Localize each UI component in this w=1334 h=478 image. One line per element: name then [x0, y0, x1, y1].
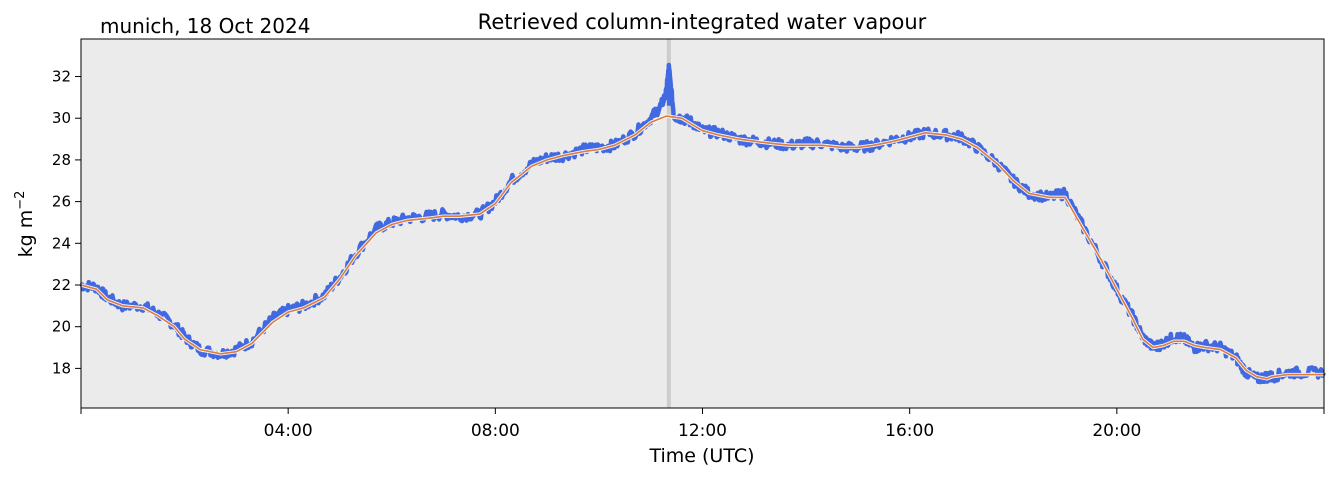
y-axis-label-exponent: −2	[13, 191, 28, 210]
x-tick-label: 16:00	[885, 421, 934, 441]
y-axis: 18 20 22 24 26 28 30 32	[52, 68, 81, 377]
y-tick-label: 30	[52, 109, 71, 127]
y-tick-label: 22	[52, 276, 71, 294]
y-tick-label: 24	[52, 234, 71, 252]
series-layer	[79, 62, 1327, 385]
chart-title: Retrieved column-integrated water vapour	[478, 10, 927, 34]
series-raw-line	[79, 62, 1327, 385]
y-tick-label: 28	[52, 151, 71, 169]
y-axis-label-unit: kg m	[15, 210, 37, 258]
x-tick-label: 04:00	[264, 421, 313, 441]
x-axis-label: Time (UTC)	[648, 445, 754, 467]
series-smoothed-line	[80, 115, 1324, 380]
x-tick-label: 12:00	[678, 421, 727, 441]
x-tick-label: 08:00	[471, 421, 520, 441]
location-label: munich, 18 Oct 2024	[100, 14, 310, 38]
y-tick-label: 32	[52, 68, 71, 86]
plot-area	[81, 39, 1324, 408]
x-axis: 04:00 08:00 12:00 16:00 20:00	[80, 408, 1325, 441]
y-axis-label: kg m−2	[13, 191, 37, 258]
y-tick-label: 20	[52, 318, 71, 336]
y-tick-label: 26	[52, 193, 71, 211]
y-tick-label: 18	[52, 359, 71, 377]
x-tick-label: 20:00	[1092, 421, 1141, 441]
